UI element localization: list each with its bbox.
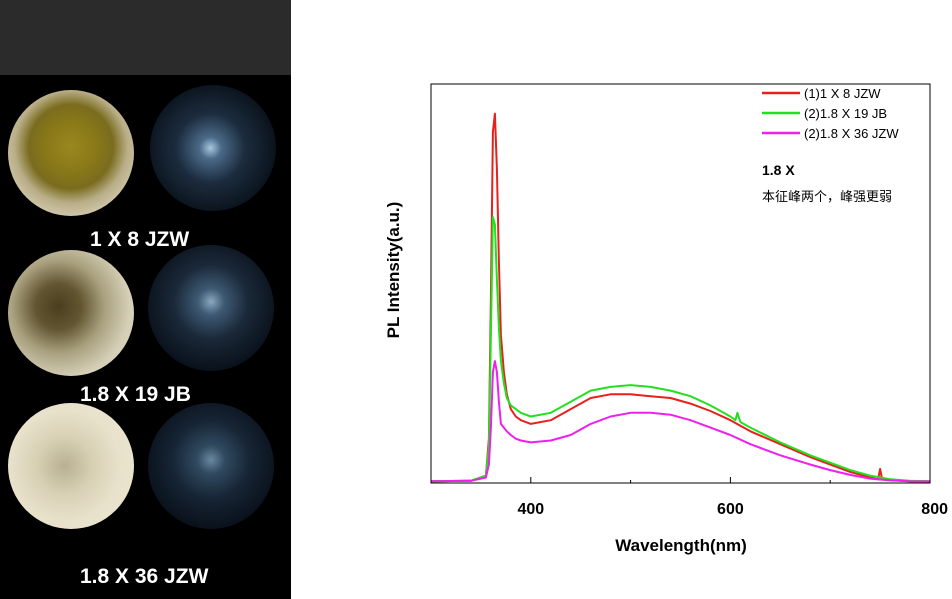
- fluorescence-image-sample-3: [148, 403, 274, 529]
- fluorescence-image-sample-1: [150, 85, 276, 211]
- y-axis-label: PL Intensity(a.u.): [384, 202, 403, 339]
- sample-label-1: 1 X 8 JZW: [90, 228, 190, 251]
- legend-label-3: (2)1.8 X 36 JZW: [804, 126, 899, 141]
- sample-image-panel: 1 X 8 JZW 1.8 X 19 JB 1.8 X 36 JZW: [0, 0, 291, 599]
- fluorescence-image-sample-2: [148, 245, 274, 371]
- legend-label-2: (2)1.8 X 19 JB: [804, 106, 887, 121]
- panel-header-bar: [0, 0, 291, 75]
- x-axis-ticks: 400 600 800: [430, 477, 948, 518]
- series-layer: [430, 112, 931, 483]
- series-line-1: [430, 112, 930, 483]
- legend: (1)1 X 8 JZW (2)1.8 X 19 JB (2)1.8 X 36 JZ…: [762, 86, 899, 141]
- micrograph-sample-3: [8, 403, 134, 529]
- legend-label-1: (1)1 X 8 JZW: [804, 86, 881, 101]
- plot-frame: [430, 83, 931, 484]
- series-line-2: [430, 216, 931, 483]
- x-tick-label-2: 600: [717, 501, 744, 518]
- x-axis-label: Wavelength(nm): [615, 536, 747, 555]
- sample-label-2: 1.8 X 19 JB: [80, 383, 191, 406]
- series-line-3: [430, 360, 931, 483]
- sample-label-3: 1.8 X 36 JZW: [80, 565, 209, 588]
- micrograph-sample-1: [8, 90, 134, 216]
- annotation-title: 1.8 X: [762, 162, 795, 178]
- micrograph-sample-2: [8, 250, 134, 376]
- x-tick-label-1: 400: [517, 501, 544, 518]
- x-tick-label-3: 800: [921, 501, 948, 518]
- annotation-text: 本征峰两个，峰强更弱: [762, 190, 893, 205]
